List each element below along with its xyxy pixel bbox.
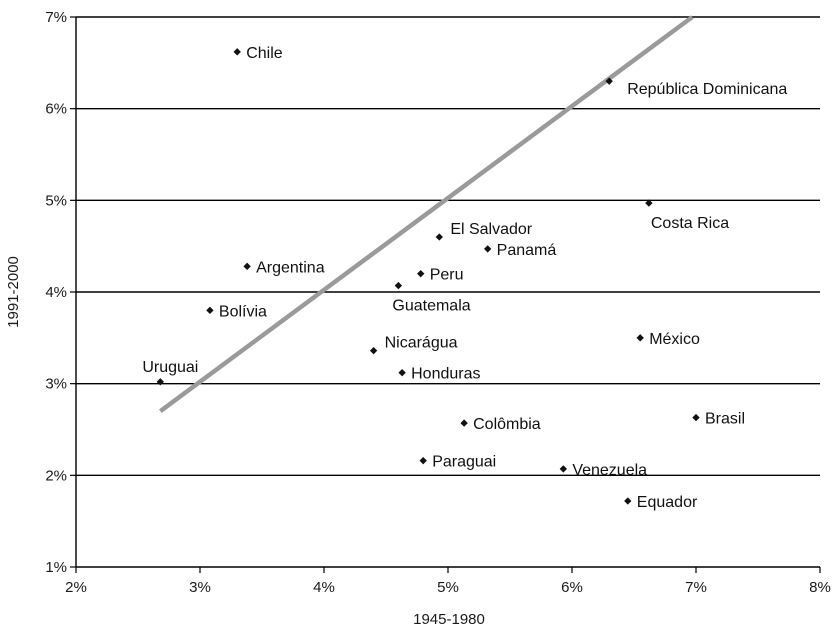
x-tick-label: 4% (313, 579, 335, 596)
x-tick-label: 3% (189, 579, 211, 596)
y-tick-label: 5% (45, 192, 67, 209)
data-point-label: Uruguai (142, 359, 198, 376)
x-tick-label: 5% (437, 579, 459, 596)
data-point-marker (156, 378, 164, 386)
x-tick-label: 7% (685, 579, 707, 596)
data-point-marker (394, 281, 403, 290)
data-point-label: Argentina (256, 259, 325, 276)
trendline-group (158, 15, 694, 413)
data-point-marker (435, 233, 443, 241)
data-point-label: Nicarágua (385, 335, 458, 352)
data-point-marker (243, 262, 251, 271)
axes (70, 16, 821, 573)
data-point-label: El Salvador (450, 221, 532, 238)
y-tick-label: 4% (45, 284, 67, 301)
y-axis-title: 1991-2000 (5, 256, 22, 328)
y-tick-label: 2% (45, 467, 67, 484)
trendline (158, 15, 694, 413)
data-point-marker (692, 413, 700, 422)
data-point-marker (419, 456, 427, 465)
data-point-marker (369, 346, 378, 355)
data-point-label: Equador (637, 494, 698, 511)
data-point-label: Bolívia (219, 303, 267, 320)
data-point-label: Guatemala (392, 298, 470, 315)
data-point-label: Paraguai (432, 454, 496, 471)
data-point-label: Peru (430, 267, 464, 284)
y-tick-label: 3% (45, 376, 67, 393)
x-tick-label: 6% (561, 579, 583, 596)
data-point-label: Brasil (705, 411, 745, 428)
data-point-marker (624, 497, 632, 505)
data-point-marker (636, 334, 644, 342)
data-point-label: Colômbia (473, 416, 541, 433)
data-point-label: Honduras (411, 366, 480, 383)
data-point-label: Chile (246, 45, 283, 62)
data-point-label: República Dominicana (627, 81, 787, 98)
data-point-marker (233, 48, 241, 56)
x-axis-title: 1945-1980 (413, 611, 485, 628)
y-tick-label: 1% (45, 559, 67, 576)
y-tick-label: 6% (45, 101, 67, 118)
data-point-marker (460, 419, 468, 427)
x-tick-label: 8% (809, 579, 831, 596)
data-point-label: Panamá (497, 242, 557, 259)
x-tick-label: 2% (65, 579, 87, 596)
tick-labels: 1% 2% 3% 4% 5% 6% 7% 2% 3% 4% 5% 6% 7% 8% (45, 9, 831, 596)
data-point-marker (417, 269, 425, 278)
data-point-marker (484, 245, 492, 253)
data-point-label: Costa Rica (651, 215, 729, 232)
data-point-marker (559, 465, 567, 473)
data-point-marker (398, 368, 406, 377)
data-point-marker (206, 306, 214, 315)
data-point-marker (605, 77, 613, 85)
data-point-label: Venezuela (572, 462, 647, 479)
y-tick-label: 7% (45, 9, 67, 26)
data-points: Chile República Dominicana Costa Rica El Sa… (142, 45, 787, 511)
data-point-label: México (649, 331, 700, 348)
